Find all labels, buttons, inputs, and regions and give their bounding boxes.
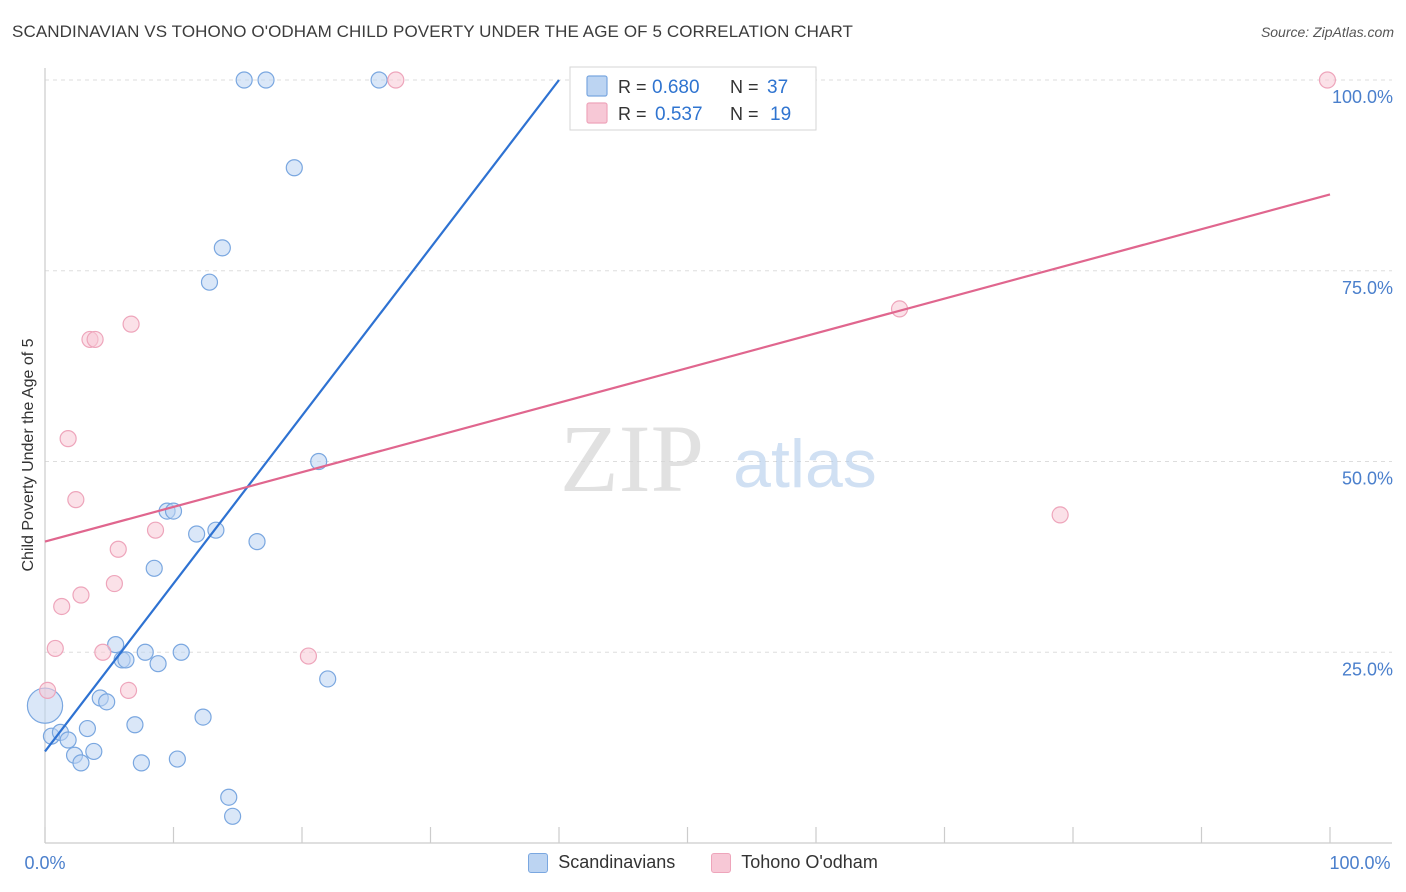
y-tick-label: 100.0% <box>1332 87 1393 107</box>
point-scandinavians <box>248 533 266 551</box>
y-tick-label: 50.0% <box>1342 469 1393 489</box>
series-legend: Scandinavians Tohono O'odham <box>0 852 1406 873</box>
point-scandinavians <box>194 708 212 726</box>
point-tohono <box>46 639 64 658</box>
point-tohono <box>299 647 318 665</box>
legend-n-label: N = <box>730 104 759 124</box>
point-scandinavians <box>136 643 154 661</box>
legend-item-tohono: Tohono O'odham <box>711 852 878 873</box>
point-tohono <box>53 597 71 616</box>
legend-r-value: 0.537 <box>655 104 703 125</box>
point-tohono <box>1318 71 1337 89</box>
point-tohono <box>122 315 140 333</box>
point-scandinavians <box>59 731 77 749</box>
legend-swatch-scandinavians <box>528 852 549 873</box>
point-scandinavians <box>285 159 303 177</box>
legend-label-tohono: Tohono O'odham <box>741 852 878 872</box>
legend-r-value: 0.680 <box>652 77 700 98</box>
point-scandinavians <box>145 559 163 577</box>
x-tick-label: 0.0% <box>24 853 65 873</box>
trend-lines <box>44 79 1331 753</box>
point-scandinavians <box>200 273 219 291</box>
point-tohono <box>67 491 85 509</box>
point-scandinavians <box>319 670 337 688</box>
point-scandinavians <box>132 754 150 772</box>
point-tohono <box>86 330 104 349</box>
trendline-tohono <box>44 193 1331 543</box>
point-tohono <box>387 71 405 89</box>
point-scandinavians <box>172 643 190 661</box>
point-scandinavians <box>126 716 144 734</box>
point-scandinavians <box>149 655 167 673</box>
point-scandinavians <box>213 239 231 257</box>
point-tohono <box>72 586 90 604</box>
legend-item-scandinavians: Scandinavians <box>528 852 675 873</box>
point-scandinavians <box>168 750 186 768</box>
legend-swatch-tohono <box>711 852 732 873</box>
point-scandinavians <box>257 71 275 89</box>
point-tohono <box>119 681 138 700</box>
point-scandinavians <box>224 807 242 825</box>
point-scandinavians <box>235 71 253 89</box>
legend-r-label: R = <box>618 77 647 97</box>
legend-r-label: R = <box>618 104 647 124</box>
gridlines <box>45 79 1392 653</box>
point-scandinavians <box>117 651 135 669</box>
legend-n-value: 19 <box>770 104 791 125</box>
axes <box>44 68 1392 844</box>
point-tohono <box>146 521 165 539</box>
legend-label-scandinavians: Scandinavians <box>558 852 676 872</box>
legend-swatch-scandinavians <box>586 75 608 97</box>
point-scandinavians <box>85 742 103 761</box>
watermark-atlas: atlas <box>733 426 877 502</box>
point-scandinavians <box>188 525 206 543</box>
trendline-scandinavians <box>44 79 560 753</box>
point-tohono <box>38 681 57 700</box>
x-tick-label: 100.0% <box>1329 853 1390 873</box>
point-scandinavians <box>370 71 388 89</box>
chart-title: SCANDINAVIAN VS TOHONO O'ODHAM CHILD POV… <box>12 22 854 41</box>
point-tohono <box>109 540 127 558</box>
legend-n-value: 37 <box>767 77 788 98</box>
source-label: Source: ZipAtlas.com <box>1260 24 1394 40</box>
point-scandinavians <box>220 788 238 806</box>
y-tick-label: 25.0% <box>1342 659 1393 679</box>
data-points <box>26 71 1337 825</box>
point-tohono <box>105 574 123 593</box>
tick-labels: 25.0% 50.0% 75.0% 100.0% 0.0% 100.0% <box>24 87 1393 873</box>
point-scandinavians <box>78 719 97 738</box>
point-tohono <box>1051 506 1069 524</box>
point-scandinavians <box>98 693 116 711</box>
point-tohono <box>59 430 77 448</box>
point-scandinavians <box>107 636 125 654</box>
watermark-zip: ZIP <box>560 405 704 512</box>
point-tohono <box>94 643 112 661</box>
legend-n-label: N = <box>730 77 759 97</box>
point-scandinavians <box>72 754 90 772</box>
legend-swatch-tohono <box>586 102 608 124</box>
y-tick-label: 75.0% <box>1342 278 1393 298</box>
legend-box: R = 0.680 N = 37 R = 0.537 N = 19 <box>569 66 817 131</box>
